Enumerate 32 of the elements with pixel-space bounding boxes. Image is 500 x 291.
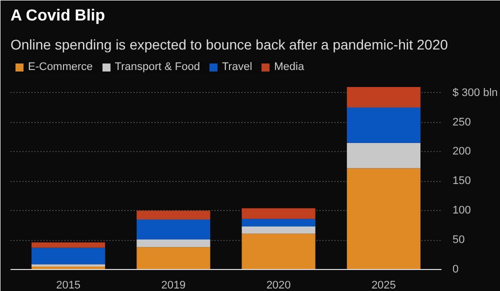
x-tick-label: 2020 bbox=[266, 280, 291, 291]
bar bbox=[346, 168, 420, 270]
bar bbox=[32, 242, 106, 248]
y-tick-label: 0 bbox=[452, 264, 459, 276]
legend-label: Travel bbox=[222, 61, 252, 73]
x-tick-label: 2019 bbox=[161, 280, 186, 291]
bar bbox=[346, 108, 420, 143]
bar bbox=[346, 86, 420, 108]
legend-label: Media bbox=[274, 61, 304, 73]
bar bbox=[242, 226, 316, 234]
bar bbox=[136, 210, 210, 220]
bar bbox=[32, 264, 106, 267]
y-tick-label: 200 bbox=[452, 146, 471, 158]
x-tick-label: 2015 bbox=[56, 280, 81, 291]
legend-label: E-Commerce bbox=[28, 61, 93, 73]
bar bbox=[242, 234, 316, 270]
bar bbox=[242, 208, 316, 219]
bar bbox=[136, 247, 210, 270]
bar bbox=[136, 219, 210, 240]
y-tick-label: $ 300 bln bbox=[452, 86, 498, 99]
y-tick-label: 50 bbox=[452, 234, 465, 246]
bar bbox=[242, 218, 316, 227]
legend-label: Transport & Food bbox=[114, 61, 200, 73]
x-tick-label: 2025 bbox=[371, 280, 396, 291]
bar bbox=[32, 248, 106, 264]
bar bbox=[136, 239, 210, 248]
y-tick-label: 150 bbox=[452, 175, 471, 188]
chart-subtitle: Online spending is expected to bounce back after a pandemic-hit 2020 bbox=[10, 36, 448, 52]
bar bbox=[346, 142, 420, 168]
chart-title: A Covid Blip bbox=[10, 8, 106, 24]
y-tick-label: 250 bbox=[452, 116, 471, 128]
y-tick-label: 100 bbox=[452, 204, 471, 217]
